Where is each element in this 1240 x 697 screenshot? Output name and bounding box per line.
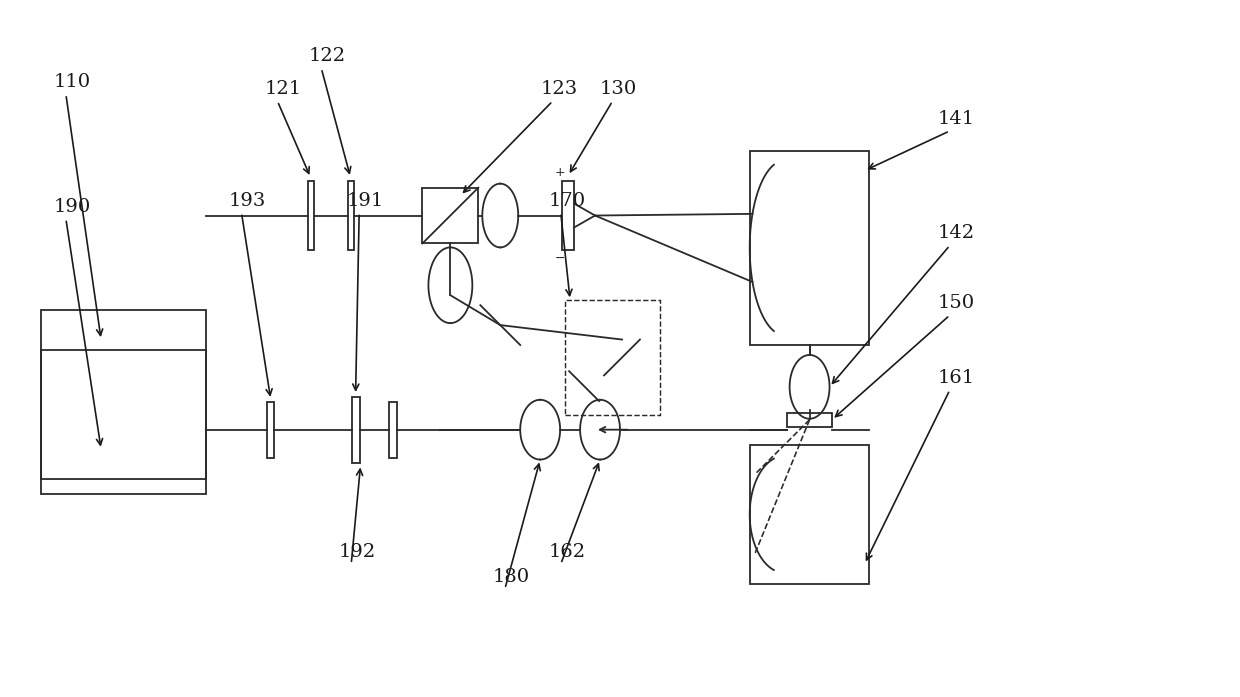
Text: 180: 180 — [492, 568, 529, 586]
Text: 162: 162 — [548, 543, 585, 561]
Bar — [308, 181, 314, 250]
Text: 142: 142 — [937, 224, 975, 243]
Text: 170: 170 — [548, 192, 585, 210]
Text: 123: 123 — [541, 80, 578, 98]
Text: 161: 161 — [937, 369, 975, 387]
Text: 141: 141 — [937, 110, 975, 128]
Bar — [787, 413, 832, 427]
Bar — [352, 397, 360, 463]
Text: +: + — [554, 166, 565, 178]
Bar — [347, 181, 353, 250]
Bar — [750, 151, 869, 345]
Bar — [562, 181, 574, 250]
Text: 190: 190 — [53, 197, 91, 215]
Bar — [41, 310, 206, 480]
Bar — [388, 401, 397, 457]
Bar — [268, 401, 274, 457]
Text: 192: 192 — [339, 543, 376, 561]
Text: 121: 121 — [265, 80, 301, 98]
Text: 193: 193 — [229, 192, 267, 210]
Text: 110: 110 — [53, 73, 91, 91]
Bar — [750, 445, 869, 584]
Bar — [423, 187, 479, 243]
Text: 191: 191 — [347, 192, 384, 210]
Bar — [41, 350, 206, 494]
Text: −: − — [554, 252, 565, 266]
Text: 130: 130 — [600, 80, 637, 98]
Text: 122: 122 — [309, 47, 346, 65]
Bar — [565, 300, 660, 415]
Text: 150: 150 — [937, 294, 975, 312]
